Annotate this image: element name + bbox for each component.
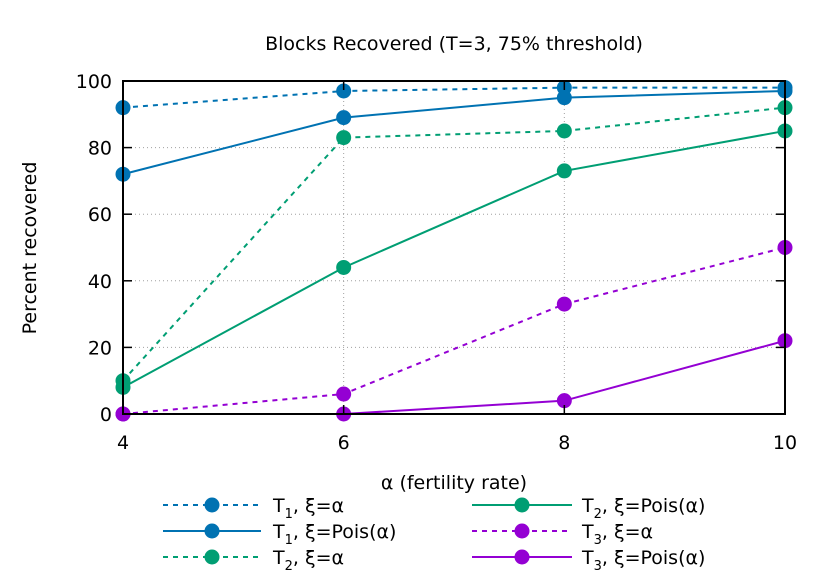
data-point [336, 83, 352, 99]
legend-swatch-marker [204, 549, 220, 565]
series-line [122, 106, 786, 382]
data-point [336, 386, 352, 402]
data-point [556, 296, 572, 312]
legend-label-rest: , ξ=Pois(α) [602, 495, 706, 517]
y-tick-label: 0 [100, 404, 112, 426]
legend-label-base: T [272, 521, 285, 543]
data-point [336, 259, 352, 275]
legend-label: T2, ξ=α [272, 547, 344, 574]
y-tick-label: 40 [88, 271, 112, 293]
legend-label-base: T [272, 547, 285, 569]
series-2 [115, 83, 793, 182]
legend-entry: T2, ξ=α [163, 547, 344, 574]
series-line [122, 89, 786, 176]
legend-entry: T1, ξ=Pois(α) [163, 521, 396, 548]
legend-entry: T1, ξ=α [163, 495, 344, 522]
legend-swatch-marker [514, 549, 530, 565]
legend-label-subscript: 1 [285, 507, 293, 522]
legend-label-base: T [581, 495, 594, 517]
series-1 [115, 80, 793, 116]
x-axis-label: α (fertility rate) [381, 472, 527, 494]
legend-label-subscript: 2 [594, 507, 602, 522]
y-axis-label: Percent recovered [19, 162, 41, 335]
x-tick-label: 4 [117, 432, 129, 454]
grid [123, 81, 785, 414]
y-tick-label: 60 [88, 204, 112, 226]
legend-swatch-marker [514, 523, 530, 539]
y-tick-label: 20 [88, 337, 112, 359]
axes: 0 20 40 60 80 100 4 6 8 10 [76, 71, 797, 454]
legend-label-subscript: 1 [285, 533, 293, 548]
legend-label-base: T [581, 547, 594, 569]
data-point [336, 130, 352, 146]
y-tick-label: 100 [76, 71, 112, 93]
legend-label-rest: , ξ=α [602, 521, 653, 543]
series-line [122, 246, 786, 415]
series-5 [115, 240, 793, 422]
y-tick-label: 80 [88, 138, 112, 160]
series-3 [115, 100, 793, 389]
legend-label: T2, ξ=Pois(α) [581, 495, 705, 522]
legend-swatch-marker [204, 497, 220, 513]
series-6 [115, 333, 793, 422]
data-point [336, 110, 352, 126]
data-point [556, 123, 572, 139]
series-4 [115, 123, 793, 395]
legend-label-rest: , ξ=α [293, 495, 344, 517]
legend-label-rest: , ξ=α [293, 547, 344, 569]
plot-frame [122, 80, 786, 415]
data-point [556, 163, 572, 179]
series-line [122, 129, 786, 389]
legend-label-base: T [581, 521, 594, 543]
legend-label: T3, ξ=α [581, 521, 653, 548]
legend-entry: T3, ξ=Pois(α) [472, 547, 705, 574]
legend-label-base: T [272, 495, 285, 517]
legend-label-rest: , ξ=Pois(α) [293, 521, 397, 543]
legend-swatch-marker [204, 523, 220, 539]
legend-label-rest: , ξ=Pois(α) [602, 547, 706, 569]
x-tick-label: 6 [338, 432, 350, 454]
legend-label-subscript: 2 [285, 559, 293, 574]
data-point [556, 393, 572, 409]
legend-entry: T2, ξ=Pois(α) [472, 495, 705, 522]
chart-title: Blocks Recovered (T=3, 75% threshold) [265, 33, 643, 55]
legend-swatch-marker [514, 497, 530, 513]
data-point [556, 90, 572, 106]
series-line [122, 86, 785, 109]
series-line [123, 339, 786, 415]
legend: T1, ξ=αT1, ξ=Pois(α)T2, ξ=αT2, ξ=Pois(α)… [163, 495, 705, 574]
x-tick-label: 10 [773, 432, 797, 454]
legend-label-subscript: 3 [594, 559, 602, 574]
legend-label: T1, ξ=α [272, 495, 344, 522]
legend-label: T3, ξ=Pois(α) [581, 547, 705, 574]
legend-label-subscript: 3 [594, 533, 602, 548]
series-layer [115, 80, 793, 422]
legend-entry: T3, ξ=α [472, 521, 653, 548]
legend-label: T1, ξ=Pois(α) [272, 521, 396, 548]
x-tick-label: 8 [558, 432, 570, 454]
